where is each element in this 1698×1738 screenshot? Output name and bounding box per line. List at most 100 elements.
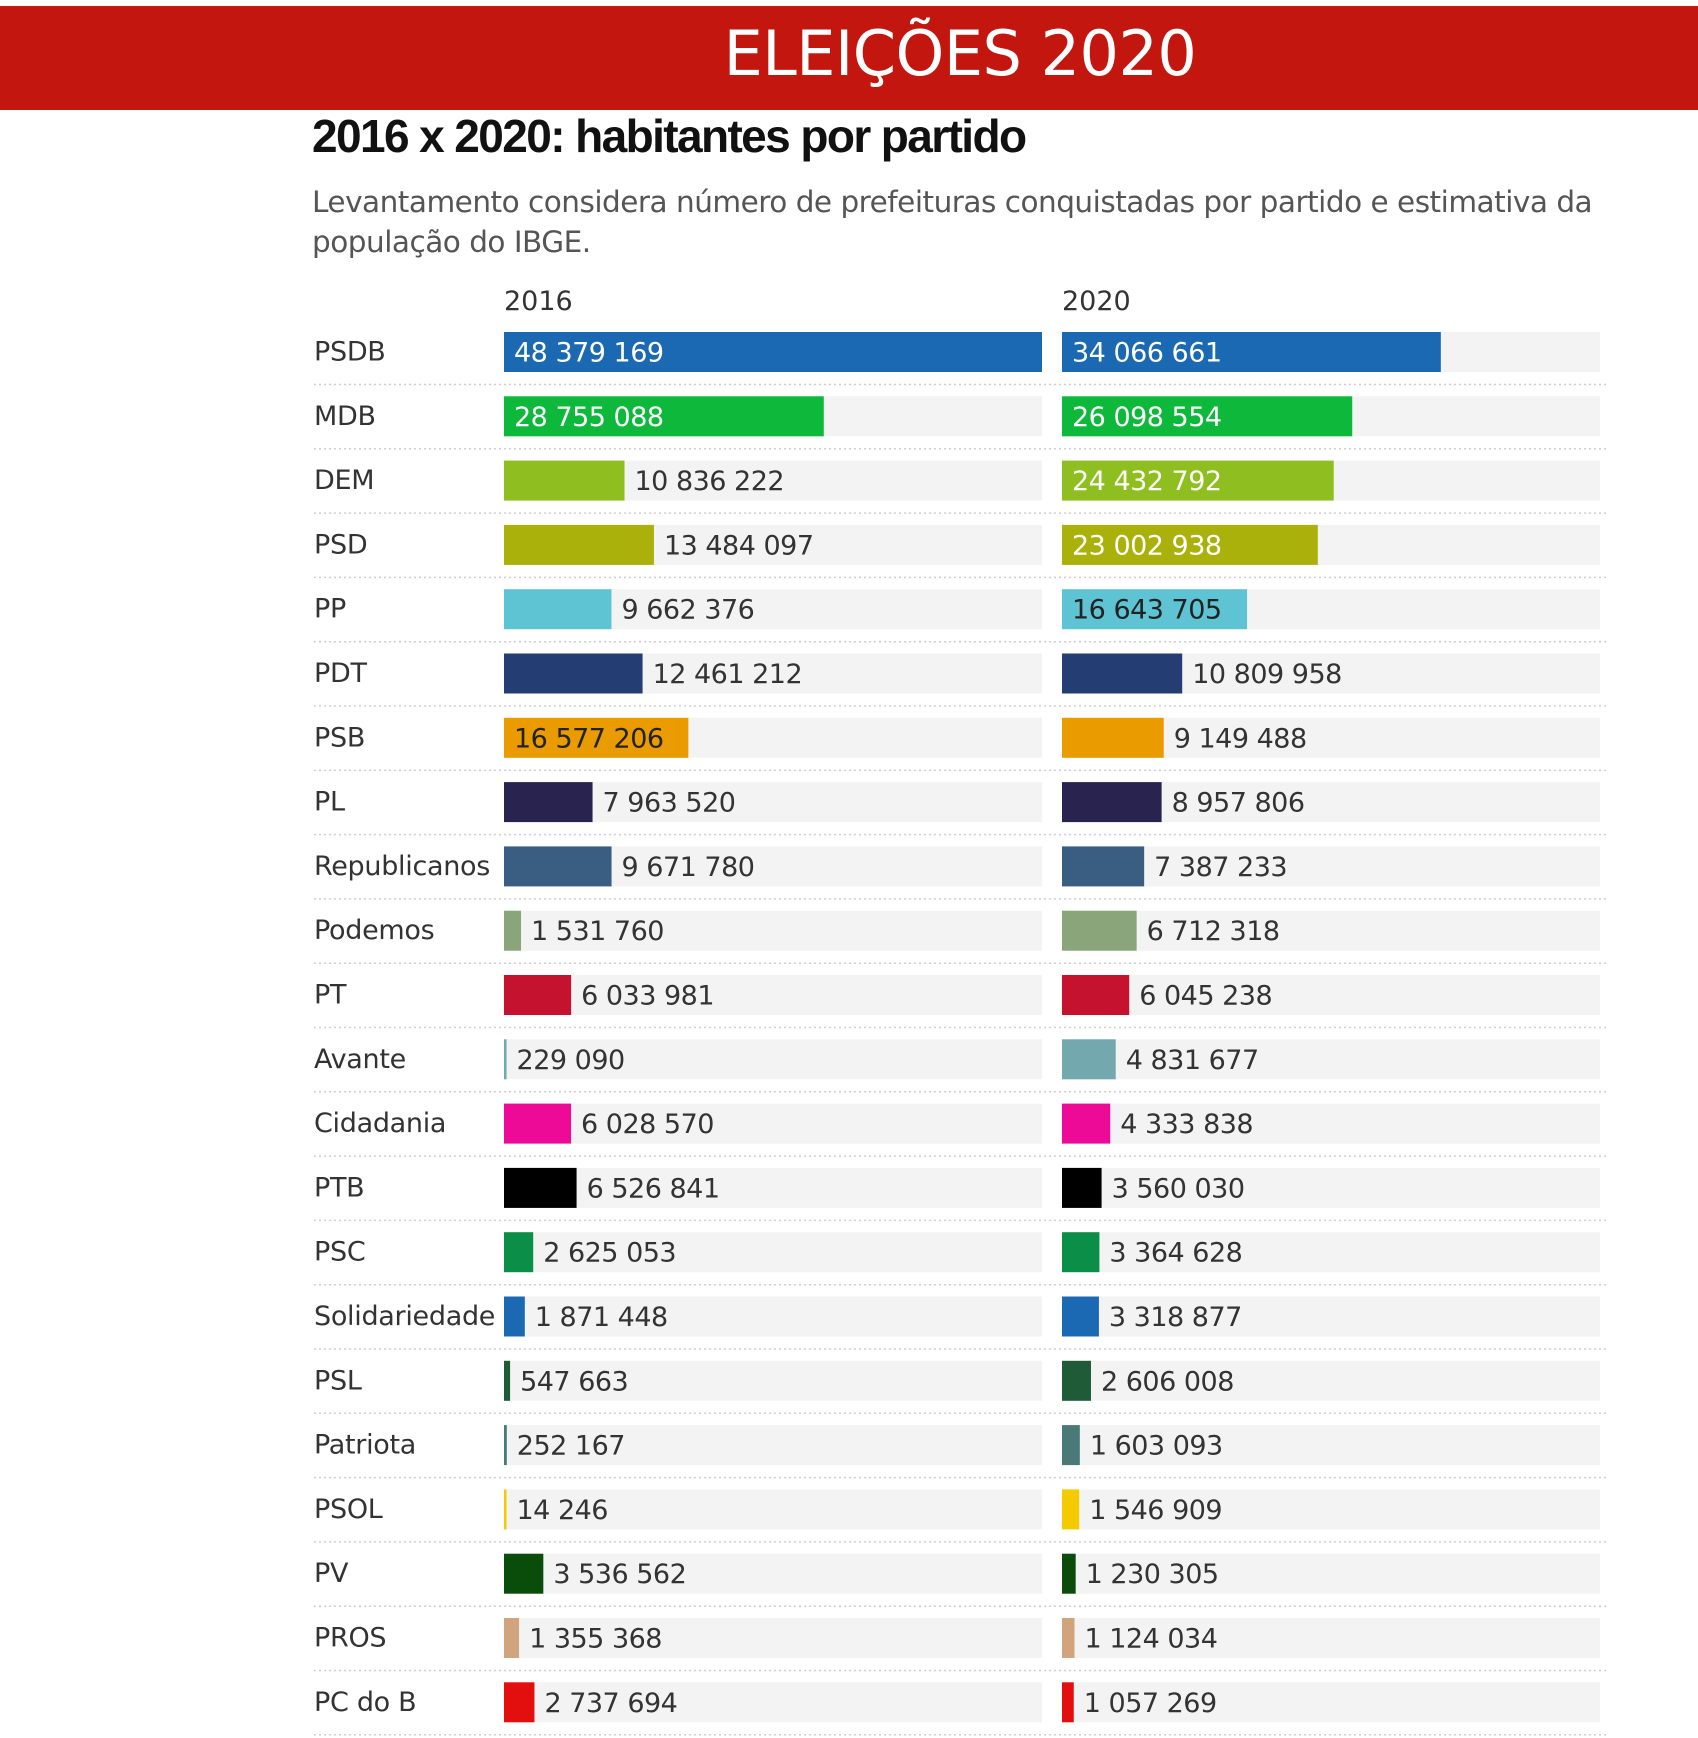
data-label: 547 663 xyxy=(520,1366,628,1397)
bar-track xyxy=(504,975,1042,1015)
party-label: Cidadania xyxy=(314,1108,446,1139)
bar-2020-psol xyxy=(1062,1489,1080,1530)
bar-track xyxy=(1062,1682,1600,1723)
party-label: PTB xyxy=(314,1172,364,1203)
party-label: PSB xyxy=(314,722,365,753)
data-label: 16 577 206 xyxy=(514,723,664,754)
bar-2016-pp xyxy=(504,589,612,630)
data-label: 7 387 233 xyxy=(1154,852,1287,883)
bar-2016-pv xyxy=(504,1553,544,1594)
bar-2020-psb xyxy=(1062,717,1164,758)
bar-track xyxy=(504,1425,1042,1466)
party-label: Podemos xyxy=(314,915,434,946)
bar-2020-avante xyxy=(1062,1039,1116,1080)
header-banner xyxy=(0,6,1698,110)
data-label: 8 957 806 xyxy=(1172,788,1305,819)
data-label: 1 057 269 xyxy=(1084,1688,1217,1719)
bar-2020-podemos xyxy=(1062,910,1137,951)
party-label: PROS xyxy=(314,1623,386,1654)
data-label: 252 167 xyxy=(517,1431,625,1462)
bar-2016-psc xyxy=(504,1232,534,1273)
bar-track xyxy=(1062,1039,1600,1080)
data-label: 3 560 030 xyxy=(1112,1173,1245,1204)
column-label-2020: 2020 xyxy=(1062,286,1131,317)
party-label: DEM xyxy=(314,465,374,496)
data-label: 6 526 841 xyxy=(587,1173,720,1204)
bar-2020-pl xyxy=(1062,782,1162,823)
bar-track xyxy=(1062,846,1600,887)
bar-track xyxy=(1062,975,1600,1015)
data-label: 9 662 376 xyxy=(621,595,754,626)
bar-track xyxy=(1062,1489,1600,1530)
bar-2016-ptb xyxy=(504,1167,577,1208)
bar-2020-psl xyxy=(1062,1360,1091,1401)
bar-track xyxy=(1062,1232,1600,1273)
data-label: 4 831 677 xyxy=(1126,1045,1259,1076)
party-label: PSL xyxy=(314,1365,362,1396)
data-label: 26 098 554 xyxy=(1072,402,1222,433)
data-label: 1 871 448 xyxy=(535,1302,668,1333)
bar-track xyxy=(1062,1167,1600,1208)
chart-subtitle: Levantamento considera número de prefeit… xyxy=(312,185,1593,259)
data-label: 1 230 305 xyxy=(1086,1559,1219,1590)
bar-2016-dem xyxy=(504,460,625,501)
bar-track xyxy=(504,1103,1042,1144)
data-label: 1 355 368 xyxy=(529,1624,662,1655)
data-label: 4 333 838 xyxy=(1120,1109,1253,1140)
bar-2016-pc-do-b xyxy=(504,1682,535,1723)
data-label: 24 432 792 xyxy=(1072,466,1222,497)
party-label: PV xyxy=(314,1558,349,1589)
party-label: Patriota xyxy=(314,1430,416,1461)
party-label: PSD xyxy=(314,529,367,560)
data-label: 6 028 570 xyxy=(581,1109,714,1140)
bar-2016-pros xyxy=(504,1618,520,1658)
bar-2020-pdt xyxy=(1062,653,1183,694)
party-label: MDB xyxy=(314,401,376,432)
data-label: 6 712 318 xyxy=(1147,916,1280,947)
bar-2020-dem xyxy=(1062,460,1334,501)
bar-2020-pv xyxy=(1062,1553,1076,1594)
data-label: 16 643 705 xyxy=(1072,595,1222,626)
data-label: 13 484 097 xyxy=(664,530,814,561)
data-label: 1 124 034 xyxy=(1084,1624,1217,1655)
data-label: 6 033 981 xyxy=(581,981,714,1012)
party-label: PP xyxy=(314,594,346,625)
bar-2020-pp xyxy=(1062,589,1248,630)
bar-2016-psl xyxy=(504,1360,511,1401)
party-label: PL xyxy=(314,787,345,818)
bar-2016-republicanos xyxy=(504,846,612,887)
bar-track xyxy=(1062,1103,1600,1144)
bar-2016-cidadania xyxy=(504,1103,572,1144)
bar-2016-mdb xyxy=(504,396,824,437)
bar-2020-psd xyxy=(1062,524,1318,565)
data-label: 1 546 909 xyxy=(1089,1495,1222,1526)
bar-2016-patriota xyxy=(504,1425,507,1466)
bar-2020-ptb xyxy=(1062,1167,1102,1208)
banner-title: ELEIÇÕES 2020 xyxy=(723,17,1197,90)
bar-2020-pc-do-b xyxy=(1062,1682,1074,1723)
bar-track xyxy=(1062,910,1600,951)
data-label: 1 531 760 xyxy=(531,916,664,947)
data-label: 34 066 661 xyxy=(1072,338,1222,369)
data-label: 3 364 628 xyxy=(1109,1238,1242,1269)
bar-2016-solidariedade xyxy=(504,1296,525,1337)
bar-track xyxy=(504,782,1042,823)
bar-track xyxy=(504,1553,1042,1594)
data-label: 1 603 093 xyxy=(1090,1431,1223,1462)
bar-2020-cidadania xyxy=(1062,1103,1111,1144)
bar-2016-avante xyxy=(504,1039,507,1080)
bar-2016-psd xyxy=(504,524,654,565)
bar-2016-psb xyxy=(504,717,689,758)
data-label: 10 809 958 xyxy=(1192,659,1342,690)
party-label: Avante xyxy=(314,1044,406,1075)
data-label: 7 963 520 xyxy=(603,788,736,819)
party-label: PSC xyxy=(314,1237,365,1268)
data-label: 12 461 212 xyxy=(653,659,803,690)
bar-track xyxy=(1062,1618,1600,1658)
bar-track xyxy=(504,910,1042,951)
bar-track xyxy=(504,1489,1042,1530)
data-label: 6 045 238 xyxy=(1139,981,1272,1012)
data-label: 2 606 008 xyxy=(1101,1366,1234,1397)
data-label: 2 625 053 xyxy=(543,1238,676,1269)
